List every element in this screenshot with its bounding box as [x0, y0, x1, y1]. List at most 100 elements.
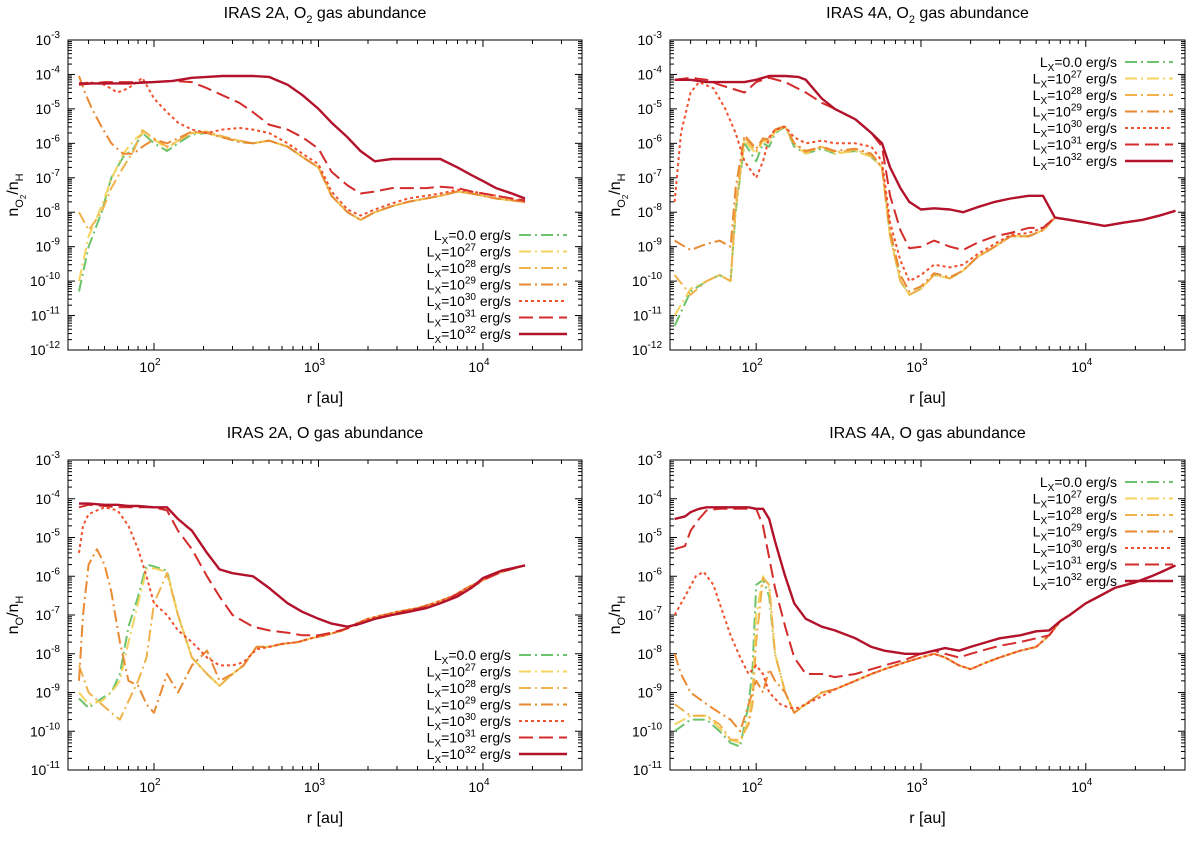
legend-label: LX=0.0 erg/s [434, 647, 511, 667]
x-tick-label: 103 [906, 777, 928, 795]
series-line-4 [673, 564, 1176, 733]
series-line-5 [673, 564, 1176, 709]
legend-label: LX=1027 erg/s [427, 663, 511, 684]
legend-label: LX=1032 erg/s [427, 325, 511, 346]
chart-title: IRAS 2A, O gas abundance [227, 425, 424, 442]
legend-label: LX=1027 erg/s [427, 243, 511, 264]
y-tick-label: 10-9 [36, 683, 61, 701]
legend-label: LX=1028 erg/s [1033, 506, 1117, 527]
chart-panel-2: 10-12 10-11 10-10 10-9 10-8 10-7 10-6 10-5 10-4 1… [607, 5, 1186, 407]
x-tick-label: 104 [1071, 357, 1093, 375]
series-group [673, 506, 1176, 748]
legend-label: LX=1028 erg/s [427, 679, 511, 700]
legend-label: LX=1029 erg/s [427, 276, 511, 297]
series-line-5 [78, 76, 526, 217]
legend-label: LX=1032 erg/s [1033, 572, 1117, 593]
x-tick-label: 102 [139, 777, 161, 795]
y-tick-label: 10-11 [31, 760, 61, 778]
legend-label: LX=0.0 erg/s [1040, 474, 1117, 494]
legend: LX=0.0 erg/sLX=1027 erg/sLX=1028 erg/sLX… [427, 227, 567, 346]
y-tick-label: 10-9 [36, 237, 61, 255]
y-tick-label: 10-6 [36, 133, 61, 151]
series-group [78, 74, 526, 292]
y-tick-label: 10-3 [36, 450, 61, 468]
y-tick-label: 10-11 [633, 760, 663, 778]
plot-frame [67, 39, 583, 351]
legend-label: LX=1030 erg/s [427, 292, 511, 313]
y-tick-label: 10-8 [638, 644, 663, 662]
y-tick-label: 10-8 [638, 202, 663, 220]
x-tick-label: 104 [468, 777, 490, 795]
series-line-7 [79, 74, 526, 200]
series-line-7 [79, 502, 526, 628]
y-tick-label: 10-11 [633, 306, 663, 324]
y-tick-label: 10-10 [30, 721, 60, 739]
y-tick-label: 10-10 [632, 721, 662, 739]
y-tick-label: 10-5 [638, 99, 663, 117]
legend-label: LX=1030 erg/s [427, 712, 511, 733]
y-tick-label: 10-8 [36, 202, 61, 220]
legend-label: LX=1029 erg/s [1033, 103, 1117, 124]
legend-label: LX=1028 erg/s [1033, 86, 1117, 107]
y-tick-label: 10-7 [638, 605, 663, 623]
legend-label: LX=1028 erg/s [427, 259, 511, 280]
x-axis-label: r [au] [909, 390, 945, 407]
legend-label: LX=1030 erg/s [1033, 539, 1117, 560]
y-axis-label: nO2/nH [5, 173, 28, 216]
series-line-4 [78, 548, 526, 714]
legend-label: LX=1029 erg/s [1033, 523, 1117, 544]
y-tick-label: 10-7 [36, 605, 61, 623]
x-tick-label: 103 [906, 357, 928, 375]
y-tick-label: 10-4 [638, 64, 663, 82]
series-line-6 [78, 503, 526, 637]
legend-label: LX=1027 erg/s [1033, 70, 1117, 91]
x-tick-label: 102 [742, 357, 764, 375]
series-group [673, 74, 1176, 327]
chart-title: IRAS 2A, O2 gas abundance [224, 5, 427, 26]
x-tick-label: 103 [304, 777, 326, 795]
legend-label: LX=1031 erg/s [1033, 556, 1117, 577]
y-tick-label: 10-3 [36, 30, 61, 48]
y-tick-label: 10-9 [638, 683, 663, 701]
x-tick-label: 103 [304, 357, 326, 375]
legend-label: LX=0.0 erg/s [1040, 54, 1117, 74]
series-line-7 [674, 506, 1176, 655]
x-axis-label: r [au] [307, 810, 343, 827]
plot-frame [669, 39, 1186, 351]
y-tick-label: 10-7 [638, 168, 663, 186]
chart-title: IRAS 4A, O gas abundance [829, 425, 1026, 442]
legend-label: LX=1032 erg/s [427, 745, 511, 766]
series-line-6 [78, 79, 526, 202]
x-axis-label: r [au] [909, 810, 945, 827]
series-line-6 [674, 76, 1176, 251]
legend-label: LX=1029 erg/s [427, 696, 511, 717]
chart-title: IRAS 4A, O2 gas abundance [826, 5, 1029, 26]
chart-panel-4: 10-11 10-10 10-9 10-8 10-7 10-6 10-5 10-4 10-3 10… [607, 425, 1186, 827]
y-axis-label: nO/nH [607, 596, 628, 635]
y-tick-label: 10-5 [36, 528, 61, 546]
legend: LX=0.0 erg/sLX=1027 erg/sLX=1028 erg/sLX… [1033, 54, 1173, 173]
legend-label: LX=0.0 erg/s [434, 227, 511, 247]
y-tick-label: 10-3 [638, 450, 663, 468]
y-axis-label: nO2/nH [607, 173, 630, 216]
x-tick-label: 102 [139, 357, 161, 375]
y-tick-label: 10-4 [36, 64, 61, 82]
y-tick-label: 10-10 [632, 271, 662, 289]
y-tick-label: 10-11 [31, 306, 61, 324]
legend: LX=0.0 erg/sLX=1027 erg/sLX=1028 erg/sLX… [1033, 474, 1173, 593]
series-group [78, 502, 526, 721]
legend-label: LX=1031 erg/s [427, 729, 511, 750]
x-tick-label: 102 [742, 777, 764, 795]
y-tick-label: 10-3 [638, 30, 663, 48]
legend-label: LX=1032 erg/s [1033, 152, 1117, 173]
x-tick-label: 104 [1071, 777, 1093, 795]
y-tick-label: 10-6 [638, 566, 663, 584]
x-tick-label: 104 [468, 357, 490, 375]
y-tick-label: 10-8 [36, 644, 61, 662]
series-line-4 [78, 75, 526, 221]
legend-label: LX=1031 erg/s [427, 309, 511, 330]
y-tick-label: 10-12 [632, 340, 662, 358]
y-axis-label: nO/nH [5, 596, 26, 635]
legend-label: LX=1031 erg/s [1033, 136, 1117, 157]
